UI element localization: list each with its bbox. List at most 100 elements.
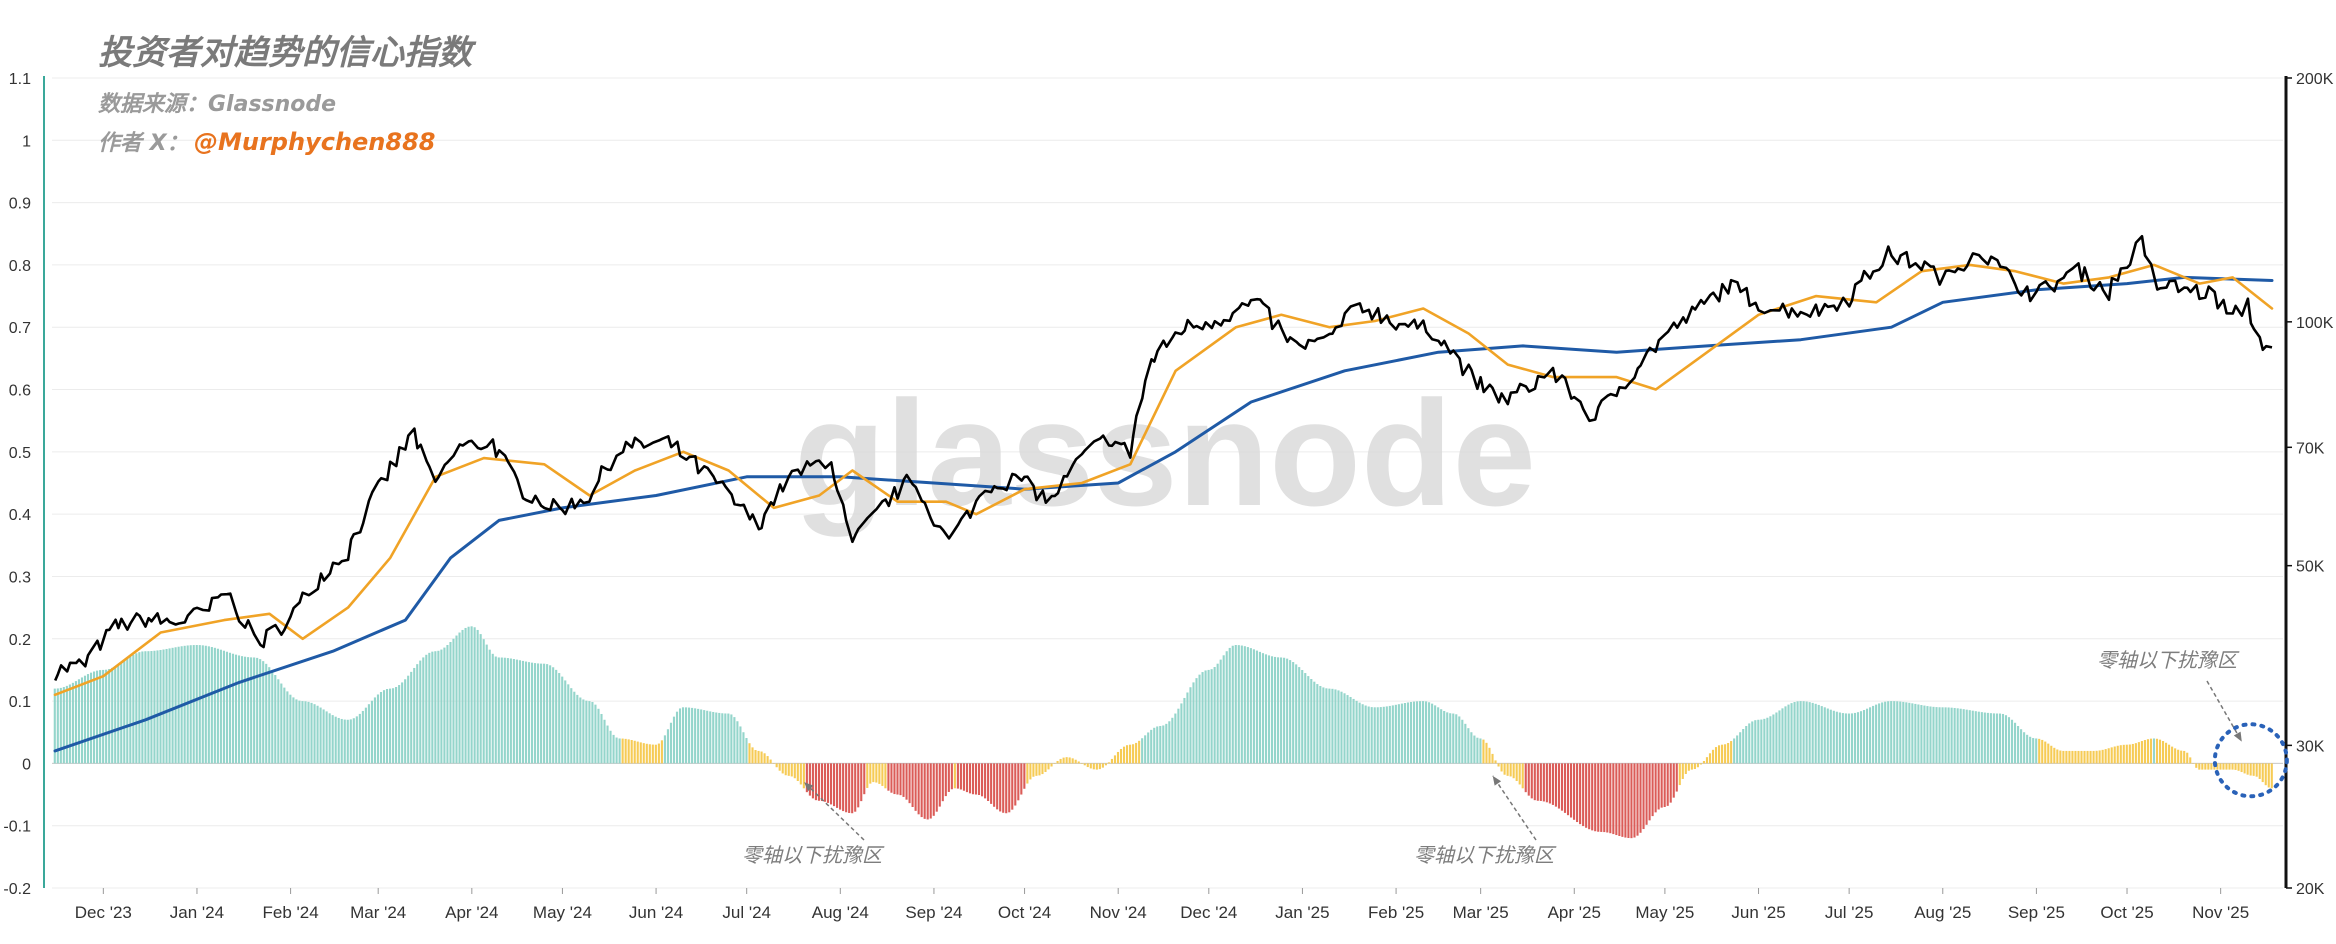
histogram-bar [1189,687,1192,764]
histogram-bar [65,685,68,764]
x-tick-label: Jun '24 [629,903,683,922]
histogram-bar [872,763,875,783]
histogram-bar [1594,763,1597,832]
histogram-bar [669,722,673,764]
histogram-bar [2053,747,2056,764]
histogram-bar [207,646,210,764]
histogram-bar [1080,763,1083,764]
histogram-bar [1708,753,1712,764]
histogram-bar [642,743,645,764]
histogram-bar [376,694,380,764]
histogram-bar [83,675,87,764]
histogram-bar [1766,717,1769,764]
histogram-bar [171,647,174,764]
histogram-bar [71,682,74,764]
histogram-bar [736,721,739,764]
y-left-tick-label: 0.5 [9,445,31,462]
histogram-bar [588,701,591,764]
histogram-bar [1334,689,1337,764]
histogram-bar [570,688,573,764]
y-left-tick-label: 0.6 [9,383,31,400]
histogram-bar [1838,712,1841,764]
histogram-bar [2249,763,2252,776]
histogram-bar [1986,712,1989,764]
histogram-bar [1316,684,1319,764]
histogram-bar [1428,702,1431,764]
histogram-bar [2161,741,2165,764]
histogram-bar [1754,720,1757,764]
histogram-bar [2143,740,2146,764]
histogram-bar [1113,755,1117,764]
histogram-bar [793,763,796,779]
histogram-bar [488,649,491,764]
histogram-bar [1727,743,1730,764]
histogram-bar [709,711,712,764]
histogram-bar [1313,681,1316,764]
histogram-bar [2032,738,2035,764]
histogram-bar [1023,763,1026,789]
histogram-bar [2216,763,2219,770]
histogram-bar [1573,763,1576,820]
histogram-bar [68,684,71,764]
histogram-bar [2104,749,2107,764]
author-label: 作者 X： [98,131,189,156]
histogram-bar [956,763,959,789]
histogram-bar [331,715,334,764]
histogram-bar [1811,702,1814,764]
histogram-bar [301,701,304,764]
histogram-bar [503,657,506,764]
histogram-bar [959,763,962,790]
histogram-bar [1228,647,1231,764]
histogram-bar [1388,705,1391,764]
short-ma-line [53,263,2274,697]
histogram-bar [1355,700,1358,764]
histogram-bar [606,725,609,764]
histogram-bar [990,763,993,804]
histogram-bar [1301,669,1304,764]
histogram-bar [1633,763,1636,838]
histogram-bar [1201,672,1204,764]
histogram-bar [1790,703,1793,764]
histogram-bar [1663,763,1666,807]
histogram-bar [2258,763,2261,779]
histogram-bar [234,654,238,764]
histogram-bar [1530,763,1533,799]
histogram-bar [2192,763,2195,764]
histogram-bar [422,657,425,764]
x-tick-label: Dec '23 [75,903,132,922]
histogram-bar [277,679,280,764]
histogram-bar [1204,670,1207,764]
histogram-bar [2255,763,2258,777]
histogram-bar [2026,734,2029,764]
histogram-bar [987,763,990,801]
histogram-bar [524,661,528,764]
x-tick-label: Nov '24 [1090,903,1147,922]
histogram-bar [1887,701,1890,764]
histogram-bar [1808,702,1811,764]
histogram-bar [349,719,352,764]
histogram-bar [833,763,836,807]
histogram-bar [938,763,941,807]
histogram-bar [512,659,515,764]
histogram-bar [917,763,920,815]
histogram-bar [117,664,120,764]
histogram-bar [1065,757,1068,764]
histogram-bar [2225,763,2228,770]
histogram-bar [1878,703,1881,764]
histogram-bar [546,664,549,764]
histogram-bar [506,658,509,764]
histogram-bar [165,648,168,764]
histogram-bar [558,673,561,764]
histogram-bar [905,763,908,800]
histogram-bar [86,674,90,764]
histogram-bar [1062,757,1065,764]
histogram-bar [561,676,564,764]
histogram-bar [971,763,975,795]
histogram-bar [1298,667,1301,764]
histogram-bar [74,681,77,764]
histogram-bar [1071,758,1074,764]
histogram-bar [1443,710,1446,764]
histogram-bar [2089,750,2092,764]
histogram-bar [1141,738,1144,764]
histogram-bar [1307,676,1310,764]
